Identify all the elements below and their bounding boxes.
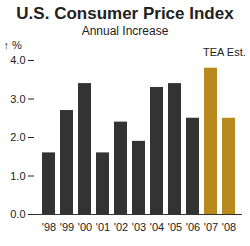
svg-text:3.0: 3.0 (10, 93, 25, 105)
svg-text:'00: '00 (78, 221, 92, 233)
svg-text:4.0: 4.0 (10, 54, 25, 66)
html-text:U.S. Consumer Price Index: U.S. Consumer Price Index (16, 4, 234, 23)
svg-text:'02: '02 (114, 221, 128, 233)
svg-text:'07: '07 (204, 221, 218, 233)
svg-text:1.0: 1.0 (10, 170, 25, 182)
svg-text:↑ %: ↑ % (4, 39, 23, 51)
svg-text:2.0: 2.0 (10, 131, 25, 143)
svg-text:0.0: 0.0 (10, 208, 25, 220)
svg-text:'08: '08 (222, 221, 236, 233)
svg-text:'98: '98 (42, 221, 56, 233)
svg-text:'06: '06 (186, 221, 200, 233)
svg-text:'01: '01 (96, 221, 110, 233)
svg-text:'04: '04 (150, 221, 164, 233)
svg-text:'05: '05 (168, 221, 182, 233)
svg-text:TEA Est.: TEA Est. (203, 46, 246, 58)
svg-text:'03: '03 (132, 221, 146, 233)
svg-text:'99: '99 (60, 221, 74, 233)
html-text:Annual Increase: Annual Increase (81, 24, 169, 38)
